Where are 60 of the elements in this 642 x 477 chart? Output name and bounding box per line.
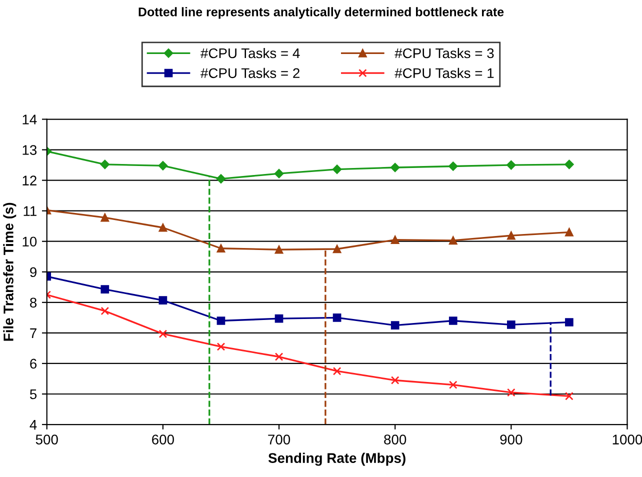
y-tick-label: 7 bbox=[30, 328, 36, 338]
point bbox=[448, 380, 458, 390]
point bbox=[216, 244, 226, 253]
point bbox=[158, 296, 168, 304]
y-axis-title: File Transfer Time (s) bbox=[3, 202, 16, 341]
point bbox=[565, 392, 574, 400]
point bbox=[274, 352, 284, 361]
x-tick-label: 500 bbox=[36, 434, 58, 444]
chart-title: Dotted line represents analytically determined bottleneck rate bbox=[138, 7, 504, 19]
point bbox=[332, 244, 342, 254]
point bbox=[390, 236, 400, 244]
point bbox=[448, 316, 458, 325]
point bbox=[274, 245, 284, 254]
x-axis-title: Sending Rate (Mbps) bbox=[268, 452, 406, 466]
point bbox=[274, 168, 284, 178]
point bbox=[506, 231, 516, 240]
y-tick-label: 4 bbox=[30, 420, 37, 430]
legend-label: #CPU Tasks = 2 bbox=[200, 68, 300, 78]
x-tick-label: 600 bbox=[152, 434, 174, 444]
point bbox=[390, 376, 400, 384]
y-tick-label: 5 bbox=[30, 389, 37, 400]
point bbox=[506, 160, 516, 170]
point bbox=[158, 161, 168, 170]
point bbox=[216, 342, 226, 351]
x-tick-label: 1000 bbox=[612, 434, 642, 444]
legend-label: #CPU Tasks = 4 bbox=[200, 48, 300, 58]
x-tick-label: 700 bbox=[268, 434, 290, 444]
y-tick-label: 14 bbox=[22, 114, 37, 124]
point bbox=[565, 228, 574, 236]
point bbox=[564, 160, 574, 170]
legend-label: #CPU Tasks = 3 bbox=[394, 48, 494, 58]
point bbox=[332, 314, 342, 322]
y-tick-label: 9 bbox=[30, 267, 36, 278]
point bbox=[274, 314, 284, 323]
point bbox=[448, 236, 458, 245]
point bbox=[506, 320, 516, 329]
y-tick-label: 6 bbox=[30, 358, 37, 369]
point bbox=[506, 388, 516, 397]
x-tick-label: 800 bbox=[384, 434, 406, 444]
y-tick-label: 12 bbox=[22, 176, 36, 186]
point bbox=[158, 223, 168, 232]
y-tick-label: 11 bbox=[24, 206, 36, 216]
point bbox=[216, 174, 226, 184]
point bbox=[332, 164, 342, 174]
point bbox=[390, 321, 400, 330]
legend-label: #CPU Tasks = 1 bbox=[394, 68, 494, 78]
y-tick-label: 10 bbox=[22, 236, 37, 247]
x-tick-label: 900 bbox=[500, 434, 522, 444]
point bbox=[216, 316, 226, 325]
point bbox=[390, 162, 400, 172]
y-tick-label: 8 bbox=[30, 298, 37, 308]
y-tick-label: 13 bbox=[22, 145, 37, 155]
point bbox=[158, 330, 168, 338]
point bbox=[332, 366, 342, 376]
point bbox=[565, 318, 574, 326]
point bbox=[448, 162, 458, 171]
point bbox=[100, 285, 110, 294]
point bbox=[100, 160, 110, 170]
point bbox=[100, 213, 110, 222]
point bbox=[100, 306, 110, 316]
